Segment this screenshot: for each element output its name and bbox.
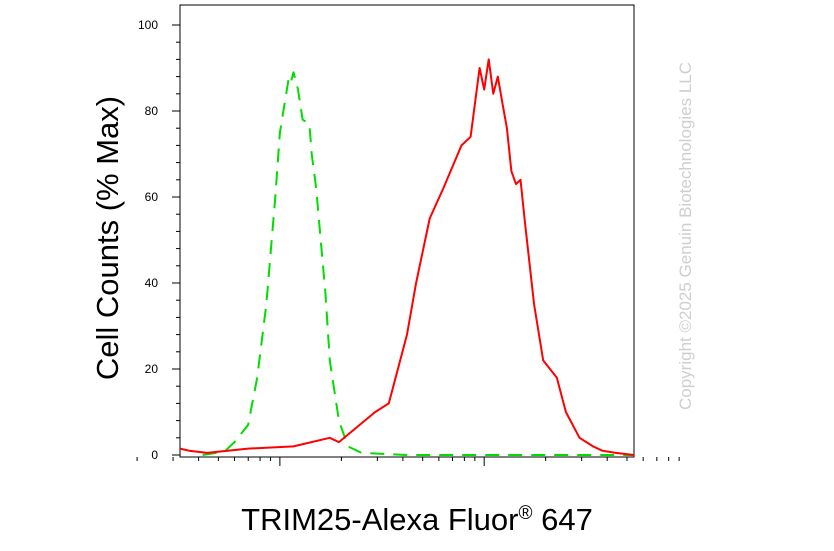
x-axis-label: TRIM25-Alexa Fluor® 647	[0, 502, 834, 538]
x-axis-label-suffix: 647	[541, 502, 593, 537]
y-tick-label: 100	[138, 18, 158, 32]
x-axis-label-main: TRIM25-Alexa Fluor	[241, 502, 519, 537]
y-tick-label: 40	[145, 276, 159, 290]
series-red-solid	[179, 58, 635, 456]
y-axis-label: Cell Counts (% Max)	[90, 95, 125, 381]
registered-mark: ®	[518, 503, 533, 524]
series-layer	[179, 58, 635, 456]
y-tick-label: 60	[145, 190, 159, 204]
y-axis-ticks: 0 20 40 60 80 100	[138, 18, 180, 462]
x-axis-ticks	[136, 457, 680, 466]
y-tick-label: 0	[151, 448, 158, 462]
plot-frame	[179, 4, 635, 458]
series-green-dashed	[202, 71, 634, 456]
y-tick-label: 80	[145, 104, 159, 118]
y-tick-label: 20	[145, 362, 159, 376]
copyright-watermark: Copyright ©2025 Genuin Biotechnologies L…	[676, 61, 695, 411]
